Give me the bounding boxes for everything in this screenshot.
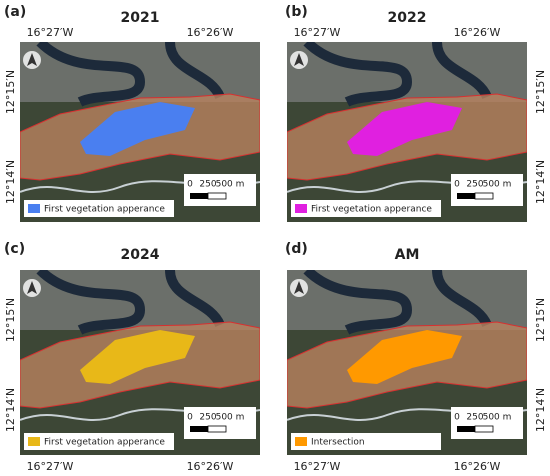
map: First vegetation apperance 0 250 500 m [20,270,260,455]
legend: First vegetation apperance [24,433,174,450]
lat-label: 12°14′N [534,388,547,432]
north-arrow [290,279,308,297]
panel-label: (d) [285,241,308,257]
legend-swatch [28,437,40,446]
legend-label: First vegetation apperance [44,205,165,215]
scale-label: 500 m [483,180,512,190]
lat-label: 12°14′N [4,160,17,204]
map: First vegetation apperance 0 250 500 m [287,42,527,222]
highlight-area [347,102,462,156]
north-pointer [27,281,37,294]
legend-swatch [295,204,307,213]
scale-box [451,174,523,206]
scale-bar: 0 250 500 m [451,407,523,439]
scale-white [474,425,494,433]
lon-label: 16°27′W [294,460,341,473]
scale-black [190,426,208,432]
lat-label: 12°15′N [534,298,547,342]
lat-label: 12°15′N [4,298,17,342]
panel-label: (a) [4,4,26,20]
lon-label: 16°27′W [27,460,74,473]
lon-label: 16°26′W [454,26,501,39]
legend-box [291,433,441,450]
scale-white [207,425,227,433]
lon-label: 16°27′W [27,26,74,39]
scale-black [457,426,475,432]
north-arrow [290,51,308,69]
legend-box [24,433,174,450]
map: Intersection 0 250 500 m [287,270,527,455]
lat-label: 12°15′N [534,70,547,114]
legend-box [291,200,441,217]
scale-label: 500 m [216,413,245,423]
panel-label: (c) [4,241,25,257]
scale-box [184,407,256,439]
river [303,270,492,335]
scale-white [474,192,494,200]
legend-swatch [28,204,40,213]
legend-label: First vegetation apperance [44,438,165,448]
highlight-area [80,330,195,384]
scale-white [207,192,227,200]
lat-label: 12°14′N [4,388,17,432]
scale-bar: 0 250 500 m [184,174,256,206]
scale-label: 250 [199,413,216,423]
north-arrow [23,279,41,297]
highlight-area [347,330,462,384]
scale-label: 500 m [483,413,512,423]
scale-label: 250 [466,180,483,190]
map: First vegetation apperance 0 250 500 m [20,42,260,222]
panel-title: AM [395,247,420,263]
river [36,42,225,107]
legend: First vegetation apperance [24,200,174,217]
river [36,270,225,335]
scale-bar: 0 250 500 m [184,407,256,439]
legend-box [24,200,174,217]
lon-label: 16°26′W [187,460,234,473]
scale-label: 0 [454,413,460,423]
panel-label: (b) [285,4,308,20]
scale-label: 0 [187,180,193,190]
scale-box [184,174,256,206]
lat-label: 12°15′N [4,70,17,114]
legend: Intersection [291,433,441,450]
legend-label: First vegetation apperance [311,205,432,215]
north-arrow [23,51,41,69]
north-pointer [27,53,37,66]
legend: First vegetation apperance [291,200,441,217]
scale-label: 250 [466,413,483,423]
lat-label: 12°14′N [534,160,547,204]
lon-label: 16°27′W [294,26,341,39]
legend-swatch [295,437,307,446]
lon-label: 16°26′W [454,460,501,473]
panel-title: 2022 [388,10,427,26]
river [303,42,492,107]
lon-label: 16°26′W [187,26,234,39]
scale-label: 250 [199,180,216,190]
north-pointer [294,53,304,66]
scale-box [451,407,523,439]
highlight-area [80,102,195,156]
scale-black [457,193,475,199]
scale-label: 0 [187,413,193,423]
scale-black [190,193,208,199]
north-pointer [294,281,304,294]
legend-label: Intersection [311,438,365,448]
scale-label: 500 m [216,180,245,190]
scale-label: 0 [454,180,460,190]
scale-bar: 0 250 500 m [451,174,523,206]
panel-title: 2021 [121,10,160,26]
panel-title: 2024 [121,247,160,263]
